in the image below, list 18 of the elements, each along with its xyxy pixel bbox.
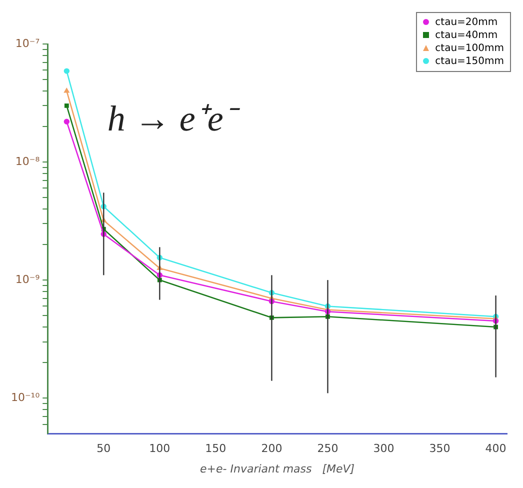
- y-tick-label: 10⁻⁷: [15, 36, 40, 50]
- x-tick-label: 100: [149, 442, 170, 456]
- text: h → e⁺e⁻: [107, 98, 240, 138]
- legend-label: ctau=20mm: [434, 16, 499, 29]
- x-tick-label: 250: [317, 442, 338, 456]
- x-tick-label: 350: [429, 442, 450, 456]
- x-axis-title: e+e- Invariant mass [MeV]: [200, 462, 355, 476]
- y-tick-label: 10⁻¹⁰: [11, 390, 40, 404]
- x-tick-label: 400: [485, 442, 506, 456]
- x-tick-label: 50: [96, 442, 111, 456]
- legend-label: ctau=100mm: [434, 42, 504, 55]
- x-tick-label: 300: [373, 442, 394, 456]
- legend-label: ctau=150mm: [434, 55, 504, 68]
- y-tick-label: 10⁻⁸: [15, 154, 40, 168]
- x-tick-label: 150: [205, 442, 226, 456]
- legend-label: ctau=40mm: [434, 29, 499, 42]
- y-tick-label: 10⁻⁹: [15, 272, 40, 286]
- x-tick-label: 200: [261, 442, 282, 456]
